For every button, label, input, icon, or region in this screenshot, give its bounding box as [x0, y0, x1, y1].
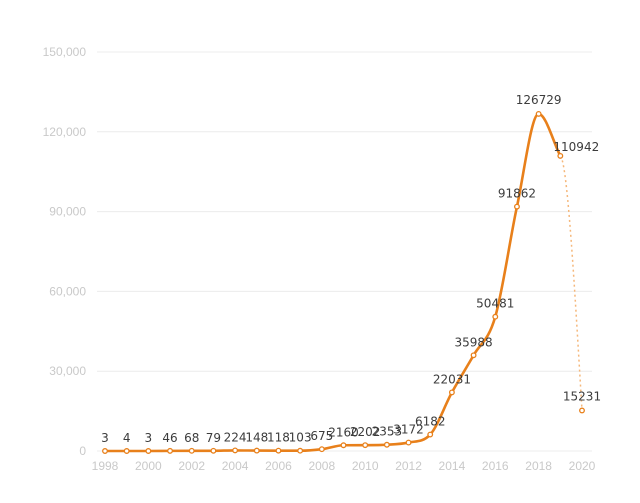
y-tick-label: 120,000: [43, 125, 87, 139]
series-lines: [103, 112, 583, 453]
data-point-2002: [188, 447, 195, 454]
data-point-1999: [123, 448, 130, 454]
data-point-1998: [102, 448, 108, 454]
data-point-2008: [318, 446, 325, 453]
y-tick-label: 150,000: [43, 45, 87, 59]
data-label-1998: 3: [101, 431, 109, 445]
data-point-2009: [340, 442, 347, 449]
y-tick-label: 0: [79, 444, 86, 458]
data-point-2007: [297, 447, 304, 454]
data-label-2006: 118: [267, 431, 290, 445]
data-point-2011: [383, 441, 390, 448]
data-label-2004: 224: [224, 430, 247, 444]
data-label-2011: 2353: [372, 425, 403, 439]
data-label-2012: 3172: [393, 423, 424, 437]
projection-line: [559, 155, 583, 411]
data-label-2009: 2160: [328, 425, 359, 439]
data-label-2010: 2202: [350, 425, 381, 439]
data-point-2018: [535, 110, 542, 117]
data-point-2016: [492, 313, 499, 320]
x-tick-label: 2016: [482, 459, 509, 473]
data-point-2004: [232, 447, 239, 454]
data-label-projection: 15231: [563, 389, 601, 403]
y-tick-label: 60,000: [49, 284, 86, 298]
data-label-2017: 91862: [498, 187, 536, 201]
gridlines: [97, 51, 592, 452]
data-point-2000: [145, 448, 152, 454]
data-labels: 3 4 3 46 68 79 2241481181036752160220223533172…: [101, 93, 601, 445]
x-tick-label: 2006: [265, 459, 292, 473]
x-axis-tick-labels: 1998 2000 2002 2004 2006 2008 2010 2012 2014 2016…: [92, 459, 596, 473]
data-label-2019: 110942: [553, 140, 599, 154]
data-label-2008: 675: [310, 429, 333, 443]
data-label-2014: 22031: [433, 372, 471, 386]
x-tick-label: 2018: [525, 459, 552, 473]
data-label-2003: 79: [206, 431, 221, 445]
x-tick-label: 2008: [308, 459, 335, 473]
data-label-2000: 3: [145, 431, 153, 445]
data-point-2006: [275, 447, 282, 454]
data-point-2017: [514, 203, 520, 210]
data-point-2003: [210, 447, 217, 454]
data-label-2001: 46: [162, 431, 177, 445]
data-label-2015: 35988: [454, 335, 492, 349]
data-label-2018: 126729: [516, 93, 562, 107]
x-tick-label: 2014: [439, 459, 466, 473]
data-point-2014: [448, 389, 455, 396]
data-label-2002: 68: [184, 431, 199, 445]
data-label-1999: 4: [123, 431, 131, 445]
series-line: [103, 112, 562, 453]
x-tick-label: 2000: [135, 459, 162, 473]
data-point-projection: [579, 407, 585, 414]
data-point-2013: [427, 431, 434, 438]
data-label-2013: 6182: [415, 415, 446, 429]
data-label-2007: 103: [289, 431, 312, 445]
data-point-2019: [557, 152, 564, 159]
data-point-2005: [253, 447, 260, 454]
data-point-2012: [405, 439, 412, 446]
x-tick-label: 1998: [92, 459, 119, 473]
y-tick-label: 30,000: [49, 364, 86, 378]
data-label-2005: 148: [245, 431, 268, 445]
x-tick-label: 2012: [395, 459, 422, 473]
data-points: [102, 110, 585, 454]
data-point-2001: [167, 447, 173, 454]
x-tick-label: 2002: [178, 459, 205, 473]
data-label-2016: 50481: [476, 297, 514, 311]
y-tick-label: 90,000: [49, 205, 86, 219]
data-point-2015: [470, 352, 477, 359]
y-axis-tick-labels: 0 30,000 60,000 90,000 120,000 150,000: [43, 45, 87, 458]
data-point-2010: [362, 442, 369, 449]
x-tick-label: 2004: [222, 459, 249, 473]
x-tick-label: 2020: [569, 459, 596, 473]
x-tick-label: 2010: [352, 459, 379, 473]
